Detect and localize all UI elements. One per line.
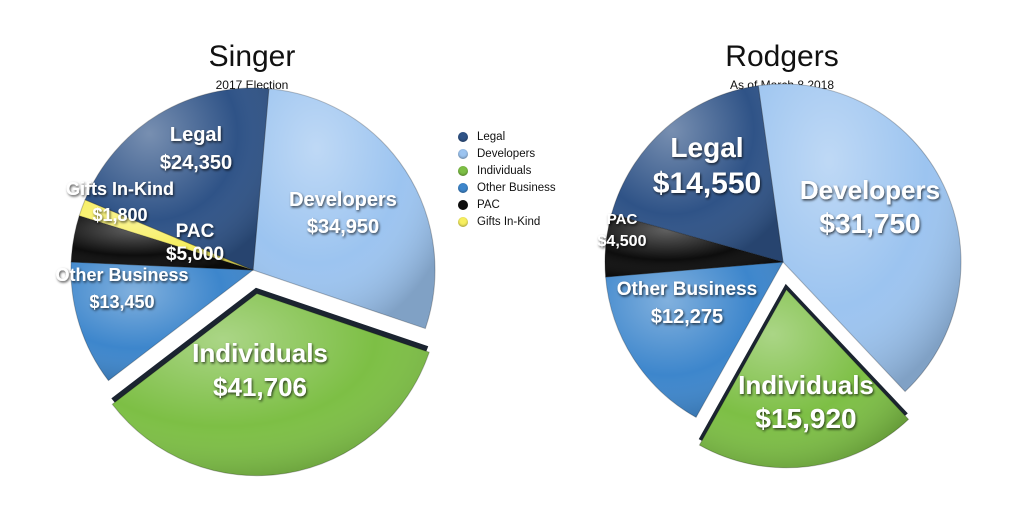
rodgers-title: Rodgers <box>725 40 838 73</box>
singer-subtitle: 2017 Election <box>216 78 289 92</box>
slice-gloss <box>112 293 430 476</box>
singer-title: Singer <box>209 40 296 73</box>
legend-swatch <box>458 182 468 193</box>
legend-label: Gifts In-Kind <box>477 215 541 228</box>
slice-label-other-business: Other Business <box>55 265 188 285</box>
rodgers-slice-labels: Developers$31,750 Individuals$15,920 Other… <box>598 132 941 434</box>
slice-label-legal: Legal <box>670 132 743 163</box>
legend-label: PAC <box>477 198 500 211</box>
slice-label-legal: Legal <box>170 124 222 146</box>
slice-gloss <box>605 262 783 418</box>
singer-chart: Singer 2017 Election Developers $34,950 In… <box>55 40 436 477</box>
slice-value-developers: $31,750 <box>819 208 920 239</box>
slice-label-individuals: Individuals <box>738 370 874 400</box>
slice-label-developers: Developers <box>800 175 940 205</box>
slice-label-developers: Developers <box>289 189 397 211</box>
slice-label-individuals: Individuals <box>192 338 328 368</box>
slice-label-pac: PAC <box>176 221 215 242</box>
legend-item: PAC <box>458 196 556 213</box>
singer-pie <box>70 87 436 477</box>
legend-item: Developers <box>458 145 556 162</box>
slice-value-legal: $24,350 <box>160 152 232 174</box>
slice-value-legal: $14,550 <box>653 167 761 200</box>
rodgers-chart: Rodgers As of March 8 2018 Developers$31… <box>598 40 962 469</box>
slice-value-pac: $5,000 <box>166 244 224 265</box>
legend-item: Other Business <box>458 179 556 196</box>
slice-gloss <box>70 262 253 381</box>
slice-label-pac: PAC <box>607 211 638 228</box>
slice-gloss <box>79 199 253 270</box>
legend-item: Gifts In-Kind <box>458 213 556 230</box>
slice-gloss <box>71 215 253 270</box>
rodgers-pie <box>604 83 962 469</box>
slice-value-pac: $4,500 <box>598 233 647 250</box>
slice-value-gifts-in-kind: $1,800 <box>92 205 147 225</box>
slice-value-developers: $34,950 <box>307 216 379 238</box>
slice-value-other-business: $12,275 <box>651 306 723 328</box>
legend-label: Individuals <box>477 164 532 177</box>
legend-swatch <box>458 165 468 176</box>
singer-slice-labels: Developers $34,950 Individuals $41,706 Other… <box>55 124 396 402</box>
slice-gloss <box>85 87 269 270</box>
slice-label-gifts-in-kind: Gifts In-Kind <box>66 179 174 199</box>
legend-swatch <box>458 131 468 142</box>
slice-gloss <box>758 84 961 392</box>
legend-item: Legal <box>458 128 556 145</box>
legend: Legal Developers Individuals Other Busin… <box>458 128 556 230</box>
legend-swatch <box>458 216 468 227</box>
legend-label: Other Business <box>477 181 556 194</box>
legend-swatch <box>458 148 468 159</box>
slice-gloss <box>605 213 783 277</box>
slice-gloss <box>611 85 783 262</box>
slice-gloss <box>253 88 435 329</box>
legend-swatch <box>458 199 468 210</box>
slice-label-other-business: Other Business <box>617 279 757 300</box>
slice-value-individuals: $41,706 <box>213 372 307 402</box>
slice-value-individuals: $15,920 <box>755 403 856 434</box>
legend-label: Legal <box>477 130 506 143</box>
slice-gloss <box>699 289 909 468</box>
legend-item: Individuals <box>458 162 556 179</box>
slice-value-other-business: $13,450 <box>89 292 154 312</box>
legend-label: Developers <box>477 147 536 160</box>
